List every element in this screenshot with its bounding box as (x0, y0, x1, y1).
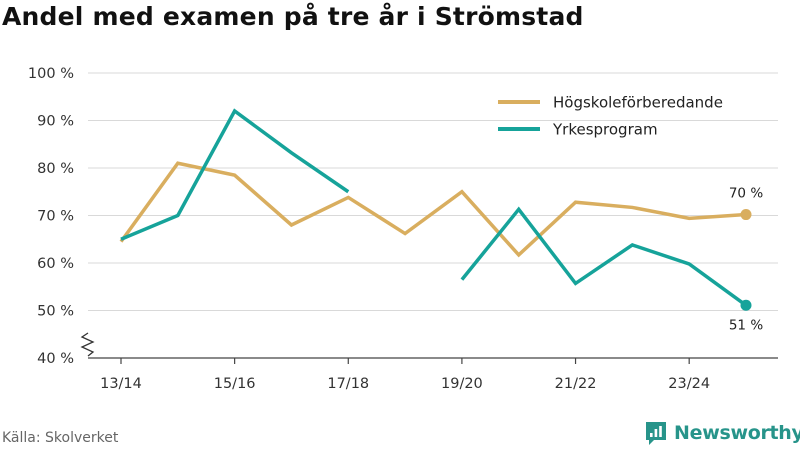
series-line-hogskole-0 (119, 161, 747, 258)
legend-label-hogskole: Högskoleförberedande (553, 94, 723, 112)
series-line-yrkes-1 (460, 206, 748, 307)
y-tick-label-100: 100 % (28, 66, 74, 82)
newsworthy-logo-icon (646, 422, 666, 445)
series-end-marker-yrkes (740, 299, 752, 311)
data-label-hogskole-end: 70 % (729, 186, 763, 202)
data-label-yrkes-end: 51 % (729, 317, 763, 333)
y-axis-break-icon (80, 332, 95, 357)
x-tick-label-21-22: 21/22 (555, 376, 597, 392)
legend-label-yrkes: Yrkesprogram (552, 121, 658, 139)
x-tick-label-15-16: 15/16 (214, 376, 256, 392)
y-tick-label-60: 60 % (37, 256, 74, 272)
series-end-marker-hogskole (740, 209, 752, 221)
chart-title: Andel med examen på tre år i Strömstad (2, 2, 584, 31)
y-tick-label-40: 40 % (37, 351, 74, 367)
newsworthy-logo-text: Newsworthy (674, 422, 800, 444)
y-tick-label-80: 80 % (37, 161, 74, 177)
x-tick-label-19-20: 19/20 (441, 376, 483, 392)
y-tick-label-50: 50 % (37, 304, 74, 320)
data-labels: 70 % 51 % (729, 186, 763, 334)
series-lines (119, 108, 748, 307)
newsworthy-logo[interactable]: Newsworthy (644, 418, 800, 448)
x-tick-label-23-24: 23/24 (668, 376, 710, 392)
x-tick-label-17-18: 17/18 (327, 376, 369, 392)
y-tick-label-70: 70 % (37, 209, 74, 225)
source-note: Källa: Skolverket (2, 430, 119, 446)
axes: 40 % 50 % 60 % 70 % 80 % 90 % 100 % 13/14 15/16 1… (28, 66, 778, 392)
x-tick-label-13-14: 13/14 (100, 376, 142, 392)
y-tick-label-90: 90 % (37, 114, 74, 130)
series-line-yrkes-0 (120, 108, 350, 241)
legend: Högskoleförberedande Yrkesprogram (498, 94, 723, 139)
